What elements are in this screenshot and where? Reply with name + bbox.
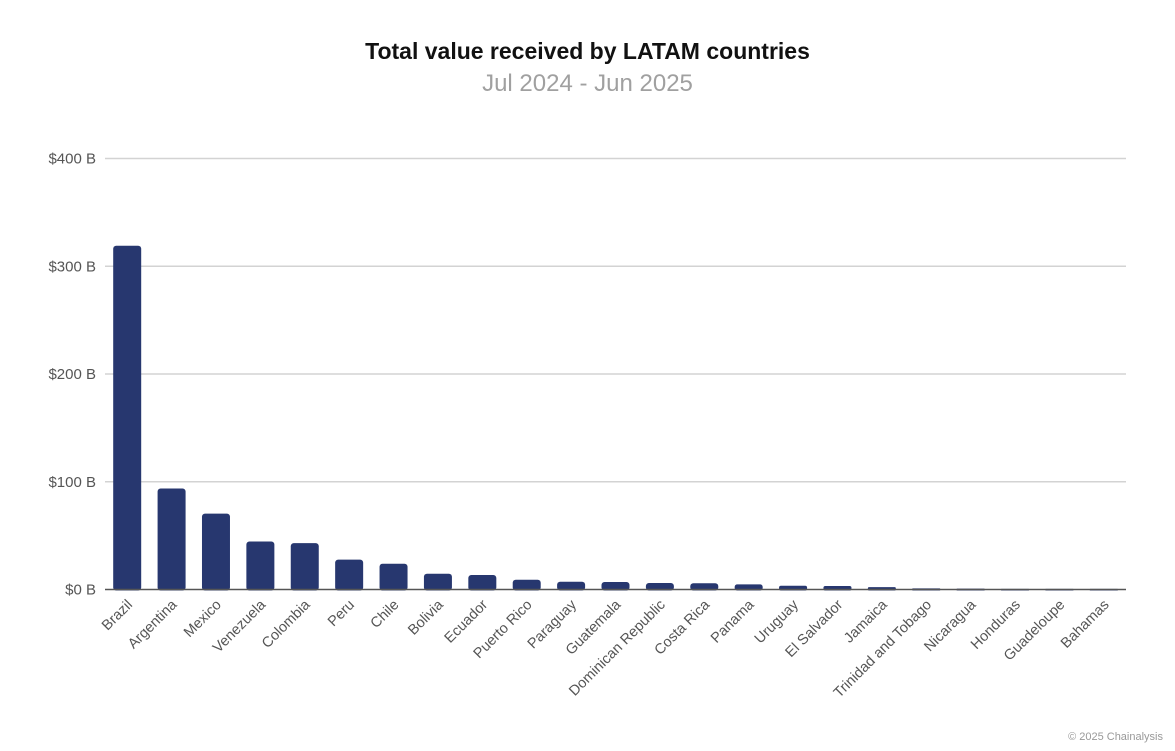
x-tick-label: Argentina	[125, 596, 181, 652]
bar-mexico	[201, 513, 230, 591]
bar-venezuela	[246, 541, 275, 591]
x-tick-label: Mexico	[181, 597, 225, 641]
x-tick-label: Peru	[325, 597, 358, 630]
y-tick-label: $400 B	[48, 151, 96, 168]
y-tick-label: $100 B	[48, 474, 96, 491]
chart-title: Total value received by LATAM countries	[365, 38, 810, 64]
y-tick-label: $300 B	[48, 258, 96, 275]
x-tick-label: Brazil	[99, 597, 136, 634]
bar-ecuador	[468, 574, 497, 591]
copyright-credit: © 2025 Chainalysis	[1068, 731, 1163, 743]
bar-colombia	[290, 543, 319, 591]
bar-chile	[379, 563, 408, 591]
x-tick-label: Chile	[368, 597, 403, 632]
bar-peru	[335, 559, 364, 591]
bar-paraguay	[557, 581, 586, 591]
y-tick-label: $0 B	[65, 582, 96, 599]
x-tick-label: Colombia	[259, 596, 314, 651]
x-tick-label: Bolivia	[405, 596, 447, 638]
y-tick-label: $200 B	[48, 366, 96, 383]
chart-subtitle: Jul 2024 - Jun 2025	[482, 70, 693, 97]
bar-guatemala	[601, 581, 630, 591]
bar-puerto-rico	[512, 579, 541, 591]
bar-costa-rica	[690, 583, 719, 591]
x-tick-label: Panama	[708, 596, 758, 646]
bar-argentina	[157, 488, 186, 591]
bar-bolivia	[423, 573, 452, 591]
bar-brazil	[113, 245, 142, 591]
x-tick-label: Bahamas	[1058, 597, 1113, 652]
bar-dominican-republic	[645, 583, 674, 591]
